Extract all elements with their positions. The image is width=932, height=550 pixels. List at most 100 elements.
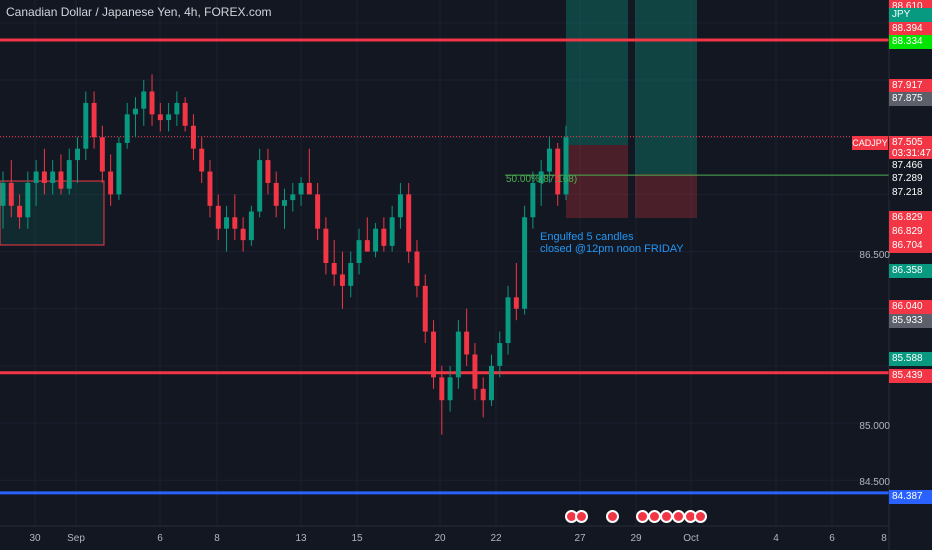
candle-body [141, 91, 147, 109]
price-tag: 87.218 [889, 186, 932, 200]
candle-body [331, 263, 337, 275]
annotation-line-2: closed @12pm noon FRIDAY [540, 243, 684, 255]
candle-body [215, 205, 221, 229]
candle-body [373, 228, 379, 252]
candle-body [489, 365, 494, 401]
price-tag: 86.704 [889, 239, 932, 253]
candle-body [33, 171, 39, 183]
price-tag: 87.917 [889, 79, 932, 93]
price-tag: 87.505 [889, 136, 932, 150]
time-axis-label: 6 [157, 533, 163, 544]
candle-body [190, 125, 196, 149]
candle-body [273, 182, 279, 206]
candle-body [348, 263, 354, 286]
candle-body [315, 194, 321, 229]
candle-body [149, 91, 155, 115]
candle-body [166, 114, 172, 121]
price-tag: 87.466 [889, 159, 932, 173]
candle-body [406, 194, 412, 252]
horizontal-lines [0, 38, 889, 495]
event-marker-icon[interactable] [694, 510, 707, 523]
time-axis-label: 13 [295, 533, 307, 544]
candle-body [472, 354, 478, 389]
candle-body [232, 217, 238, 229]
candle-body [66, 160, 72, 189]
long-position-stop-zone [566, 145, 628, 218]
candle-body [306, 182, 312, 195]
candle-body [439, 377, 445, 401]
price-tag: 86.358 [889, 264, 932, 278]
candle-body [538, 171, 544, 183]
candle-body [182, 102, 188, 126]
candle-body [116, 142, 122, 195]
candle-body [447, 377, 453, 401]
candle-body [323, 228, 329, 263]
time-axis-label: 6 [829, 533, 835, 544]
candle-body [522, 217, 528, 309]
candle-body [414, 251, 420, 286]
candle-body [240, 228, 246, 241]
price-axis-label: 85.000 [859, 421, 890, 432]
symbol-tag: CADJPY [852, 136, 888, 150]
candle-body [497, 343, 503, 366]
time-axis-label: 27 [574, 533, 586, 544]
candle-body [455, 331, 461, 378]
candle-body [290, 194, 296, 201]
time-axis-label: Oct [683, 533, 699, 544]
price-tag: JPY [889, 8, 932, 22]
price-tag: 87.875 [889, 92, 932, 106]
candle-body [0, 182, 6, 206]
fib-level-label: 50.00%(87.168) [506, 174, 578, 185]
candle-body [224, 217, 230, 229]
candle-body [546, 148, 552, 172]
time-axis-label: 22 [490, 533, 502, 544]
candle-body [99, 137, 105, 172]
candle-body [207, 171, 213, 206]
price-tag: 84.387 [889, 490, 932, 504]
candle-body [505, 297, 511, 344]
price-tag: 88.334 [889, 35, 932, 49]
candle-body [257, 160, 263, 212]
price-tag: 85.439 [889, 369, 932, 383]
candle-body [555, 148, 561, 195]
candle-body [480, 388, 486, 401]
time-axis-label: 8 [214, 533, 220, 544]
price-axis-label: 84.500 [859, 477, 890, 488]
price-tag: 88.394 [889, 22, 932, 36]
candle-body [422, 285, 428, 332]
candle-body [157, 114, 163, 121]
candle-body [75, 148, 80, 161]
candle-body [199, 148, 205, 172]
price-axis-label: 86.500 [859, 250, 890, 261]
long-position-target-zone [566, 0, 628, 145]
candle-body [513, 297, 519, 309]
long-position-target-zone [635, 0, 697, 174]
candle-body [464, 331, 470, 355]
chart-title: Canadian Dollar / Japanese Yen, 4h, FORE… [6, 5, 272, 19]
candle-body [381, 228, 387, 246]
candle-body [25, 182, 31, 218]
time-axis-label: 30 [29, 533, 41, 544]
candle-body [124, 114, 130, 143]
price-tag: 85.933 [889, 314, 932, 328]
candles [0, 74, 569, 435]
event-marker-icon[interactable] [575, 510, 588, 523]
candle-body [364, 240, 370, 252]
time-axis-label: 15 [351, 533, 363, 544]
candle-body [17, 205, 23, 218]
candle-body [339, 274, 345, 286]
range-box [0, 180, 105, 246]
candle-body [563, 137, 569, 195]
price-tag: 85.588 [889, 352, 932, 366]
event-marker-icon[interactable] [606, 510, 619, 523]
candle-body [8, 182, 14, 206]
candle-body [356, 240, 362, 263]
price-tag: 86.829 [889, 211, 932, 225]
candle-body [91, 102, 97, 138]
candle-body [265, 160, 271, 183]
time-axis-label: 8 [881, 533, 887, 544]
candle-body [530, 182, 536, 218]
annotation-line-1: Engulfed 5 candles [540, 231, 634, 243]
candle-body [298, 182, 304, 195]
